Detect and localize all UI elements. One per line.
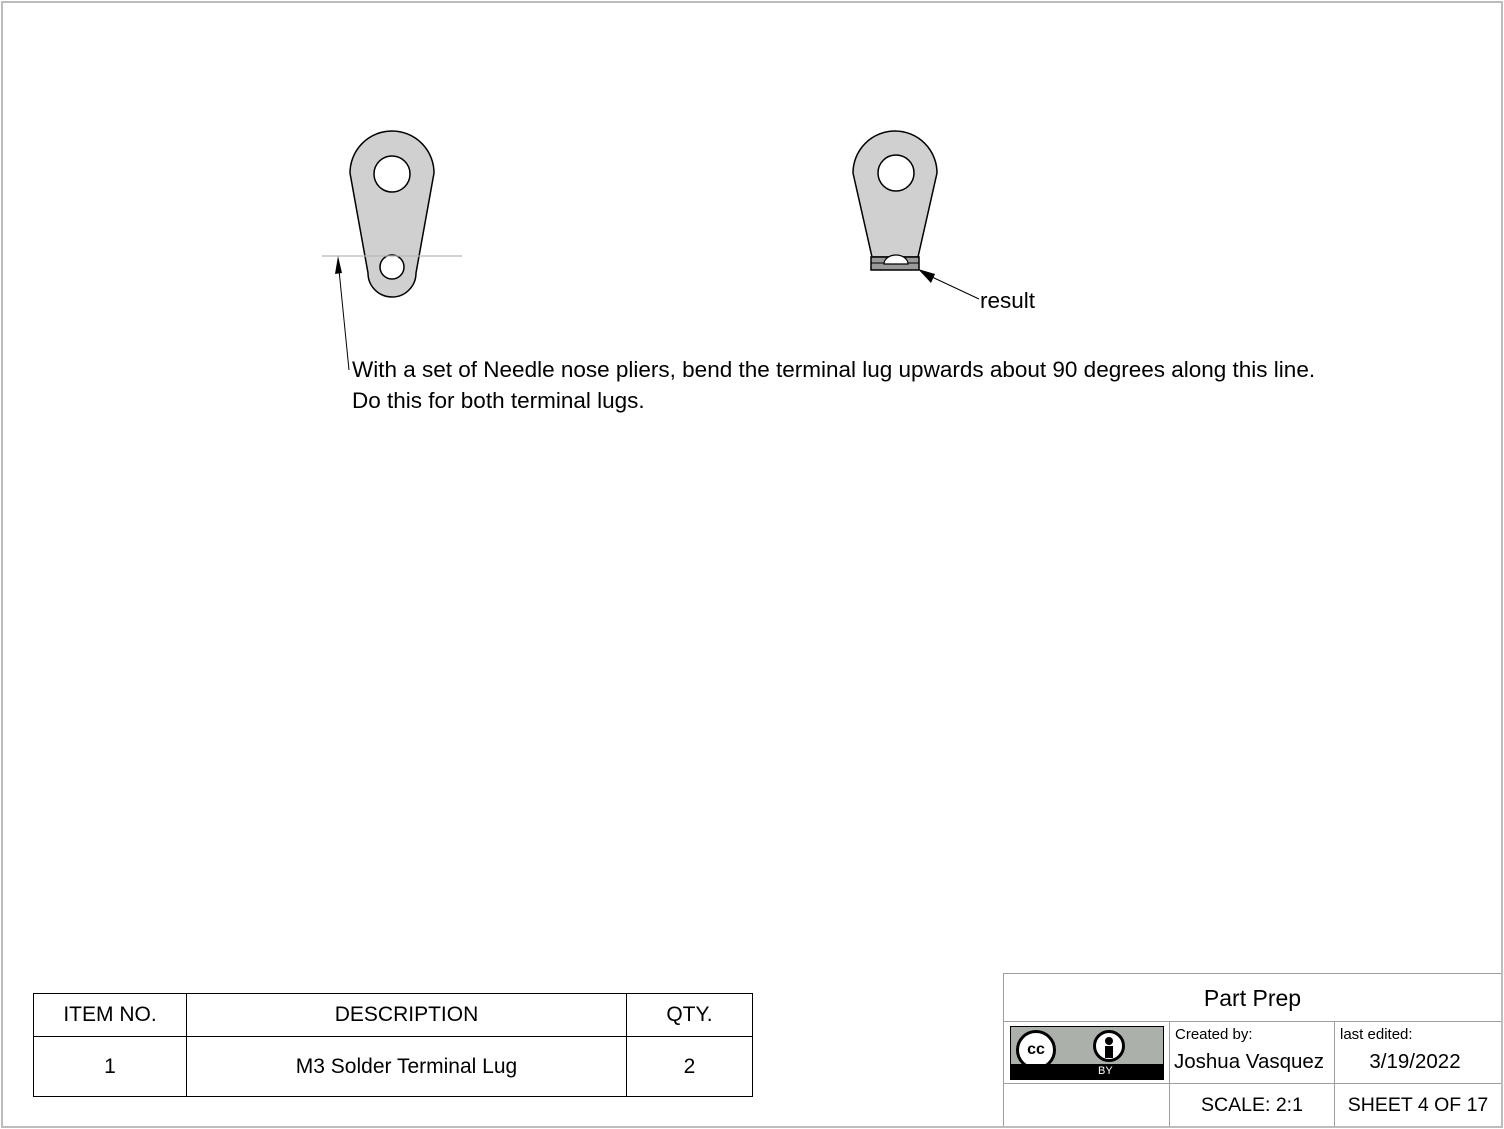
license-cell: cc BY bbox=[1003, 1021, 1169, 1083]
last-edited-value: 3/19/2022 bbox=[1369, 1050, 1461, 1073]
bill-of-materials-table: ITEM NO. DESCRIPTION QTY. 1 M3 Solder Te… bbox=[33, 993, 753, 1097]
created-by-cell: Created by: Joshua Vasquez bbox=[1169, 1021, 1334, 1083]
bom-description: M3 Solder Terminal Lug bbox=[186, 1036, 627, 1097]
bom-header-description: DESCRIPTION bbox=[186, 993, 627, 1037]
terminal-lug-flat bbox=[349, 130, 435, 298]
bom-header-row: ITEM NO. DESCRIPTION QTY. bbox=[33, 993, 753, 1037]
drawing-title: Part Prep bbox=[1003, 973, 1501, 1021]
bom-item-no: 1 bbox=[33, 1036, 187, 1097]
bom-header-item-no: ITEM NO. bbox=[33, 993, 187, 1037]
last-edited-cell: last edited: 3/19/2022 bbox=[1334, 1021, 1501, 1083]
lug-solder-hole bbox=[379, 254, 405, 280]
scale-cell: SCALE: 2:1 bbox=[1169, 1083, 1334, 1126]
title-block-empty-cell bbox=[1003, 1083, 1169, 1126]
last-edited-label: last edited: bbox=[1340, 1026, 1413, 1043]
sheet-number-cell: SHEET 4 OF 17 bbox=[1334, 1083, 1501, 1126]
title-block: Part Prep cc BY Created by: Joshua Vasqu… bbox=[1003, 973, 1501, 1126]
result-leader-arrow bbox=[918, 269, 980, 300]
instruction-line-1: With a set of Needle nose pliers, bend t… bbox=[352, 357, 1316, 382]
cc-by-text: BY bbox=[1098, 1065, 1113, 1077]
result-label: result bbox=[980, 288, 1036, 313]
bom-qty: 2 bbox=[626, 1036, 753, 1097]
lug-mounting-hole bbox=[373, 155, 411, 193]
cc-by-license-logo: cc BY bbox=[1010, 1026, 1164, 1080]
created-by-value: Joshua Vasquez bbox=[1174, 1050, 1325, 1073]
created-by-label: Created by: bbox=[1175, 1026, 1253, 1043]
terminal-lug-bent bbox=[852, 130, 938, 271]
lug-mounting-hole bbox=[877, 154, 915, 192]
table-row: 1 M3 Solder Terminal Lug 2 bbox=[33, 1036, 753, 1097]
bend-leader-arrow bbox=[335, 256, 350, 371]
attribution-person-icon bbox=[1093, 1030, 1125, 1062]
bom-header-qty: QTY. bbox=[626, 993, 753, 1037]
instruction-line-2: Do this for both terminal lugs. bbox=[352, 388, 645, 413]
instruction-note: With a set of Needle nose pliers, bend t… bbox=[352, 354, 1315, 416]
